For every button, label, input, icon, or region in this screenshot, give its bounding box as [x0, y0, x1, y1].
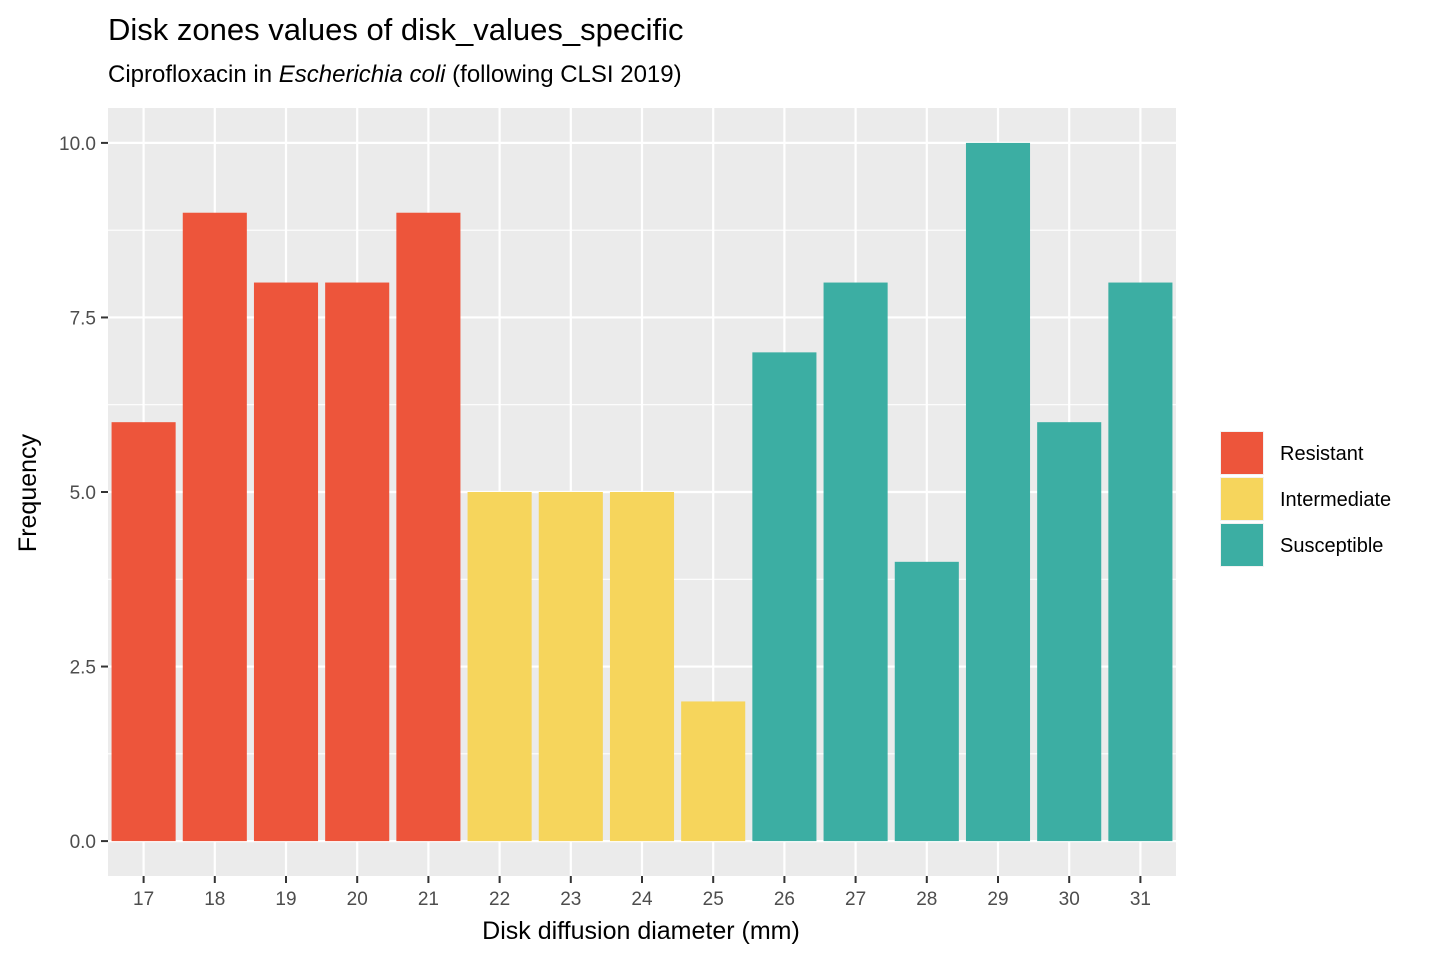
x-tick-label: 20 — [347, 889, 368, 910]
x-tick-label: 18 — [204, 889, 225, 910]
x-tick-label: 19 — [275, 889, 296, 910]
y-tick-label: 7.5 — [70, 308, 96, 329]
bar-21 — [396, 212, 461, 842]
bar-28 — [894, 561, 959, 842]
bar-30 — [1037, 422, 1102, 842]
y-tick-label: 0.0 — [70, 832, 96, 853]
legend-label-susceptible: Susceptible — [1280, 535, 1383, 557]
subtitle-organism: Escherichia coli — [279, 61, 446, 88]
x-tick-label: 22 — [489, 889, 510, 910]
legend-swatch-resistant — [1221, 432, 1263, 474]
x-tick-label: 23 — [560, 889, 581, 910]
chart-subtitle: Ciprofloxacin in Escherichia coli (follo… — [108, 61, 682, 88]
bar-23 — [538, 492, 603, 842]
x-tick-label: 28 — [916, 889, 937, 910]
bar-26 — [752, 352, 817, 842]
bar-24 — [609, 492, 675, 842]
x-tick-label: 24 — [631, 889, 653, 910]
bars-group — [111, 142, 1173, 842]
x-tick-label: 29 — [987, 889, 1008, 910]
bar-17 — [111, 422, 176, 842]
y-axis-title: Frequency — [14, 433, 42, 552]
y-tick-label: 10.0 — [59, 134, 96, 155]
subtitle-prefix: Ciprofloxacin in — [108, 61, 279, 88]
x-tick-label: 31 — [1130, 889, 1151, 910]
legend-label-intermediate: Intermediate — [1280, 489, 1391, 511]
bar-20 — [325, 282, 390, 842]
legend-swatch-intermediate — [1221, 478, 1263, 520]
legend-swatch-susceptible — [1221, 524, 1263, 566]
bar-29 — [965, 142, 1031, 842]
y-axis: 0.0 2.5 5.0 7.5 10.0 — [59, 134, 108, 853]
y-tick-label: 2.5 — [70, 658, 96, 679]
x-tick-label: 27 — [845, 889, 866, 910]
subtitle-suffix: (following CLSI 2019) — [452, 61, 681, 88]
x-axis-title: Disk diffusion diameter (mm) — [482, 917, 800, 945]
x-tick-label: 17 — [133, 889, 154, 910]
y-tick-label: 5.0 — [70, 483, 96, 504]
bar-27 — [823, 282, 888, 842]
bar-18 — [182, 212, 247, 842]
legend: Resistant Intermediate Susceptible — [1220, 431, 1391, 567]
x-tick-label: 26 — [774, 889, 795, 910]
bar-31 — [1108, 282, 1173, 842]
x-tick-label: 30 — [1059, 889, 1080, 910]
x-tick-label: 21 — [418, 889, 439, 910]
bar-19 — [253, 282, 319, 842]
x-tick-label: 25 — [703, 889, 724, 910]
x-axis: 17 18 19 20 21 22 23 24 25 26 27 28 29 30 31 — [133, 876, 1151, 910]
legend-label-resistant: Resistant — [1280, 443, 1364, 465]
chart-title: Disk zones values of disk_values_specifi… — [108, 12, 684, 47]
bar-25 — [681, 701, 746, 842]
bar-22 — [467, 492, 532, 842]
